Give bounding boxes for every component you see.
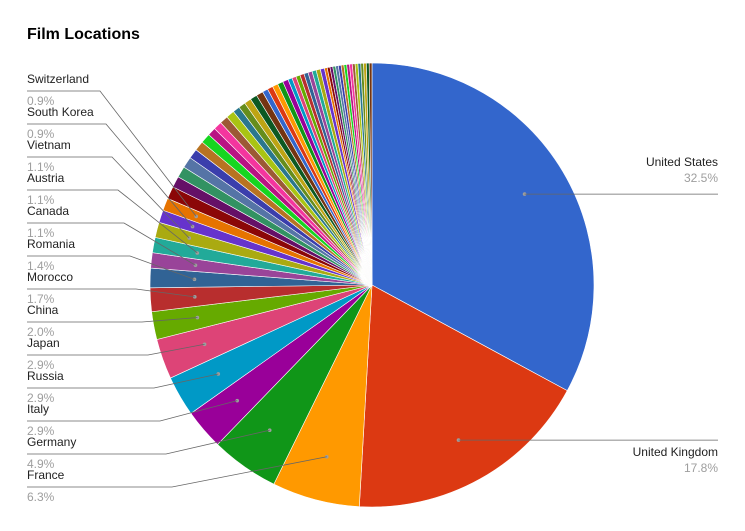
pie-slice-united-states xyxy=(371,62,595,392)
leader-line-france xyxy=(27,456,327,488)
slice-pct-united-kingdom: 17.8% xyxy=(684,461,718,475)
slice-label-switzerland: Switzerland xyxy=(27,72,89,86)
leader-dot-canada xyxy=(193,263,198,268)
leader-dot-morocco xyxy=(193,295,197,299)
leader-line-russia xyxy=(27,373,219,389)
slice-pct-germany: 4.9% xyxy=(27,457,55,471)
pie-slice-united-kingdom xyxy=(358,284,568,508)
leader-line-switzerland xyxy=(27,90,197,217)
slice-pct-china: 2.0% xyxy=(27,325,55,339)
slice-pct-canada: 1.1% xyxy=(27,226,55,240)
slice-pct-morocco: 1.7% xyxy=(27,292,55,306)
leader-line-italy xyxy=(27,400,238,422)
slice-label-austria: Austria xyxy=(27,171,65,185)
slice-label-germany: Germany xyxy=(27,435,76,449)
pie-slice-minor-61 xyxy=(368,62,373,286)
slice-label-united-kingdom: United Kingdom xyxy=(633,445,718,459)
slice-label-morocco: Morocco xyxy=(27,270,73,284)
leader-line-vietnam xyxy=(27,156,190,239)
leader-line-morocco xyxy=(27,288,195,298)
slice-pct-russia: 2.9% xyxy=(27,391,55,405)
slice-pct-austria: 1.1% xyxy=(27,193,55,207)
slice-label-japan: Japan xyxy=(27,336,60,350)
leader-line-china xyxy=(27,317,198,323)
slice-pct-france: 6.3% xyxy=(27,490,55,504)
slice-label-china: China xyxy=(27,303,59,317)
slice-label-united-states: United States xyxy=(646,155,718,169)
leader-line-japan xyxy=(27,343,205,356)
slice-label-canada: Canada xyxy=(27,204,69,218)
leader-line-romania xyxy=(27,255,195,280)
leader-line-canada xyxy=(27,222,196,266)
leader-line-austria xyxy=(27,189,198,254)
slice-label-romania: Romania xyxy=(27,237,75,251)
chart-title: Film Locations xyxy=(27,26,140,43)
leader-dot-germany xyxy=(267,428,272,432)
leader-dot-romania xyxy=(192,277,197,282)
slice-pct-south-korea: 0.9% xyxy=(27,127,55,141)
slice-pct-switzerland: 0.9% xyxy=(27,94,55,108)
leader-line-germany xyxy=(27,429,270,455)
slice-label-vietnam: Vietnam xyxy=(27,138,71,152)
slice-label-italy: Italy xyxy=(27,402,49,416)
leader-line-south-korea xyxy=(27,123,193,227)
slice-pct-romania: 1.4% xyxy=(27,259,55,273)
slice-pct-japan: 2.9% xyxy=(27,358,55,372)
slice-label-russia: Russia xyxy=(27,369,64,383)
slice-pct-italy: 2.9% xyxy=(27,424,55,438)
slice-pct-united-states: 32.5% xyxy=(684,171,718,185)
slice-label-south-korea: South Korea xyxy=(27,105,94,119)
slice-label-france: France xyxy=(27,468,65,482)
slice-pct-vietnam: 1.1% xyxy=(27,160,55,174)
